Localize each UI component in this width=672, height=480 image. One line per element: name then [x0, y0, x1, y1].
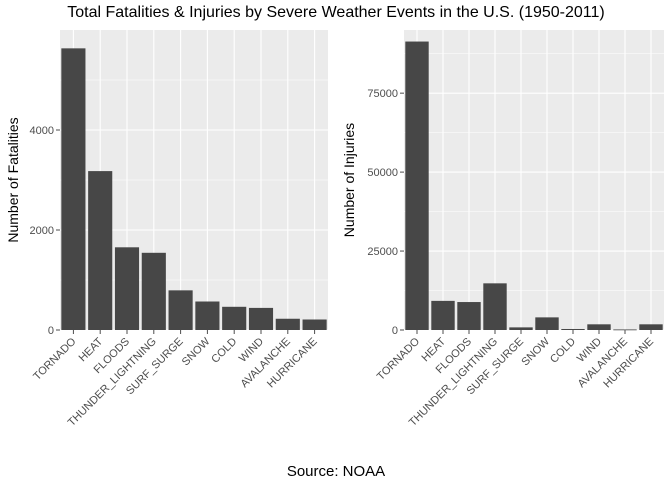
bar-hurricane [639, 324, 663, 330]
bar-cold [561, 328, 585, 330]
y-axis-title: Number of Injuries [341, 123, 357, 237]
y-tick-label: 25000 [367, 246, 398, 258]
chart-panel-1: 020004000TORNADOHEATFLOODSTHUNDER_LIGHTN… [5, 30, 328, 429]
bar-heat [431, 300, 455, 330]
y-tick-label: 4000 [30, 125, 54, 137]
bar-wind [587, 324, 611, 330]
bar-avalanche [613, 329, 637, 331]
chart-panels: 020004000TORNADOHEATFLOODSTHUNDER_LIGHTN… [5, 30, 664, 429]
bar-floods [457, 302, 481, 330]
y-tick-label: 0 [48, 325, 54, 337]
x-tick-label: TORNADO [375, 335, 423, 383]
y-tick-label: 50000 [367, 167, 398, 179]
bar-floods [114, 247, 140, 330]
x-tick-label: SNOW [180, 335, 213, 368]
bar-tornado [61, 48, 86, 330]
panel-background [404, 30, 664, 330]
bar-heat [88, 171, 113, 330]
bar-thunder-lightning [141, 252, 166, 330]
bar-wind [248, 307, 274, 330]
y-tick-label: 2000 [30, 225, 54, 237]
bar-surf-surge [509, 327, 533, 330]
bar-thunder-lightning [483, 283, 507, 330]
bar-cold [222, 306, 247, 330]
x-tick-label: SNOW [519, 335, 552, 368]
x-tick-label: TORNADO [31, 335, 79, 383]
bar-snow [535, 317, 559, 330]
y-axis-title: Number of Fatalities [5, 117, 21, 242]
bar-tornado [405, 41, 429, 331]
x-tick-label: COLD [548, 336, 578, 366]
chart-caption: Source: NOAA [287, 463, 385, 480]
chart-panel-2: 0250005000075000TORNADOHEATFLOODSTHUNDER… [341, 30, 664, 429]
bar-hurricane [302, 319, 327, 330]
bar-avalanche [275, 318, 300, 330]
y-tick-label: 0 [392, 325, 398, 337]
y-tick-label: 75000 [367, 88, 398, 100]
bar-surf-surge [168, 290, 193, 330]
x-tick-label: COLD [209, 336, 239, 366]
chart-title: Total Fatalities & Injuries by Severe We… [67, 4, 604, 21]
bar-snow [195, 301, 220, 330]
